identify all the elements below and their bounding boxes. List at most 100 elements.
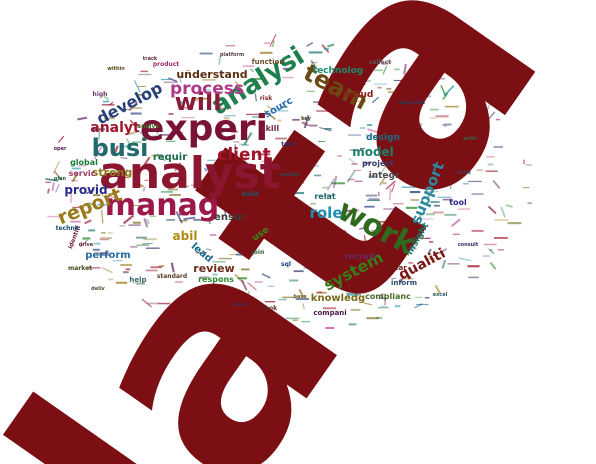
filler-word-mark [306,42,314,47]
filler-word-mark [482,255,491,257]
word-function: function [252,58,285,66]
word-product: product [153,61,179,68]
filler-word-mark [257,153,271,156]
filler-word-mark [382,65,388,75]
filler-word-mark [170,262,175,273]
filler-word-mark [231,204,246,206]
filler-word-mark [133,80,141,93]
filler-word-mark [386,87,392,90]
word-custom: custom [280,172,301,178]
filler-word-mark [309,165,320,167]
filler-word-mark [385,242,391,244]
filler-word-mark [142,242,153,245]
filler-word-mark [300,221,306,224]
filler-word-mark [241,144,249,146]
filler-word-mark [119,225,126,227]
filler-word-mark [45,181,51,183]
filler-word-mark [346,170,356,183]
filler-word-mark [353,169,362,171]
filler-word-mark [225,45,235,47]
word-model: model [352,145,394,159]
filler-word-mark [264,301,276,303]
filler-word-mark [352,84,366,86]
filler-word-mark [338,241,348,243]
filler-word-mark [201,296,207,299]
filler-word-mark [82,237,91,240]
filler-word-mark [505,204,513,208]
word-base: base [293,294,307,300]
filler-word-mark [331,182,345,185]
filler-word-mark [349,149,355,151]
filler-word-mark [128,224,141,226]
filler-word-mark [252,116,260,118]
filler-word-mark [131,107,142,109]
filler-word-mark [269,192,275,194]
filler-word-mark [113,166,124,177]
filler-word-mark [405,113,415,115]
filler-word-mark [443,123,452,126]
filler-word-mark [423,170,428,172]
filler-word-mark [151,154,163,157]
filler-word-mark [277,203,285,206]
filler-word-mark [190,124,204,126]
filler-word-mark [405,206,418,209]
filler-word-mark [485,103,491,113]
filler-word-mark [487,205,497,215]
filler-word-mark [166,140,176,142]
word-analyt: analyt [90,120,140,136]
filler-word-mark [367,124,373,127]
filler-word-mark [267,207,277,209]
filler-word-mark [444,161,459,163]
filler-word-mark [385,139,390,141]
filler-word-mark [88,229,96,232]
filler-word-mark [408,262,414,264]
filler-word-mark [371,230,377,232]
filler-word-mark [368,198,380,200]
filler-word-mark [444,105,459,108]
word-drive: drive [79,242,94,248]
filler-word-mark [386,61,393,63]
filler-word-mark [486,111,496,122]
filler-word-mark [476,169,483,171]
filler-word-mark [249,177,257,179]
filler-word-mark [351,163,358,165]
filler-word-mark [236,253,245,256]
filler-word-mark [324,47,329,50]
filler-word-mark [463,183,469,185]
filler-word-mark [202,186,206,192]
filler-word-mark [248,231,256,235]
filler-word-mark [306,90,315,92]
filler-word-mark [319,100,333,103]
filler-word-mark [138,73,152,76]
filler-word-mark [382,182,387,185]
filler-word-mark [363,234,367,246]
filler-word-mark [380,305,388,307]
filler-word-mark [371,265,379,268]
filler-word-mark [492,179,501,190]
filler-word-mark [489,249,495,255]
filler-word-mark [378,191,380,197]
filler-word-mark [494,219,509,221]
filler-word-mark [268,187,278,190]
filler-word-mark [71,167,81,170]
filler-word-mark [388,266,395,269]
filler-word-mark [403,63,408,75]
filler-word-mark [347,293,361,296]
filler-word-mark [467,265,480,268]
filler-word-mark [359,226,367,230]
filler-word-mark [375,270,389,272]
word-respons: respons [198,275,234,284]
filler-word-mark [496,118,501,121]
filler-word-mark [430,201,440,203]
filler-word-mark [280,106,288,108]
filler-word-mark [277,246,283,249]
filler-word-mark [327,43,335,48]
filler-word-mark [301,321,311,323]
filler-word-mark [167,188,178,191]
filler-word-mark [202,79,216,81]
filler-word-mark [298,288,305,298]
filler-word-mark [336,256,350,259]
filler-word-mark [245,316,249,327]
filler-word-mark [416,303,429,306]
word-collect: collect [369,59,391,66]
